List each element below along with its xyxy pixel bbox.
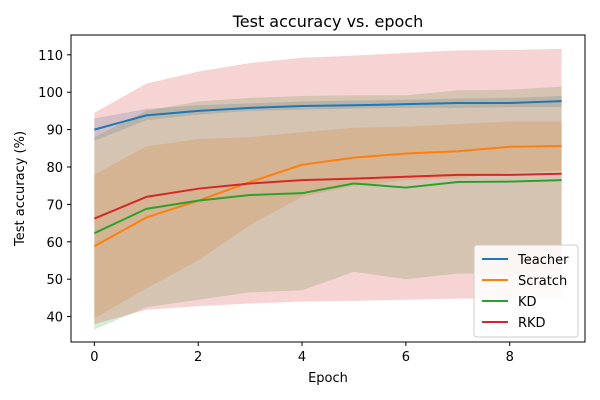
y-tick-label: 50 (46, 273, 63, 288)
line-rkd (93, 172, 562, 220)
band-kd (94, 86, 562, 330)
line-scratch (93, 145, 562, 248)
legend-label-rkd: RKD (518, 316, 546, 331)
y-tick-label: 70 (46, 198, 63, 213)
legend-label-scratch: Scratch (518, 274, 567, 289)
band-rkd (94, 48, 562, 325)
x-tick-label: 2 (194, 350, 202, 365)
confidence-bands (94, 48, 562, 330)
y-axis: 40 50 60 70 80 90 100 110 (38, 49, 71, 326)
x-tick-label: 8 (506, 350, 514, 365)
chart-title: Test accuracy vs. epoch (232, 12, 424, 31)
y-tick-label: 40 (46, 311, 63, 326)
legend-label-teacher: Teacher (517, 253, 569, 268)
line-teacher (94, 100, 562, 131)
line-kd (93, 179, 562, 235)
x-tick-label: 0 (90, 350, 98, 365)
y-tick-label: 110 (38, 49, 63, 64)
x-axis: 0 2 4 6 8 (90, 342, 514, 365)
y-tick-label: 90 (46, 124, 63, 139)
y-tick-label: 80 (46, 161, 63, 176)
x-tick-label: 6 (402, 350, 410, 365)
series-lines (93, 100, 562, 248)
band-teacher (94, 95, 562, 141)
band-scratch (94, 121, 562, 319)
y-axis-label: Test accuracy (%) (13, 131, 28, 247)
y-tick-label: 100 (38, 86, 63, 101)
legend-label-kd: KD (518, 295, 537, 310)
x-axis-label: Epoch (308, 371, 348, 386)
legend-box (473, 244, 579, 338)
plot-frame (70, 34, 586, 343)
y-tick-label: 60 (46, 236, 63, 251)
legend: Teacher Scratch KD RKD (473, 244, 579, 338)
x-tick-label: 4 (298, 350, 306, 365)
